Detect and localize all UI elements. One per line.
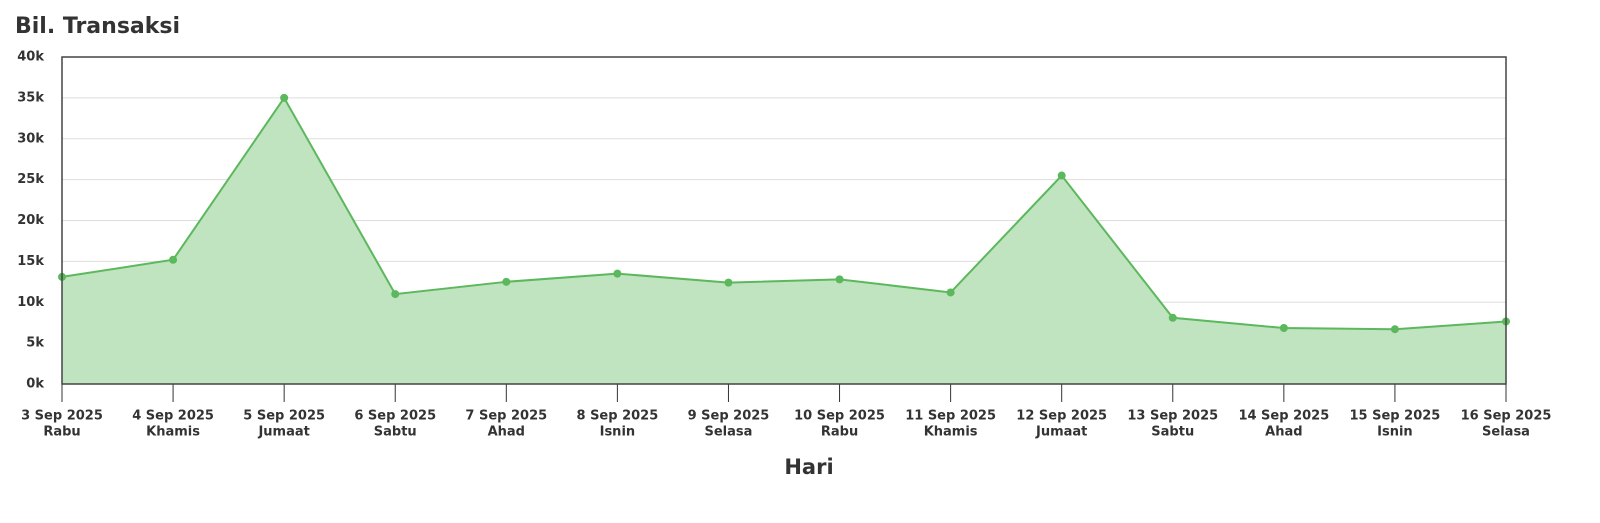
y-tick-label: 0k — [26, 377, 44, 392]
y-tick-label: 25k — [17, 172, 44, 187]
x-tick-sublabel: Isnin — [1377, 425, 1413, 440]
point — [613, 269, 622, 278]
x-tick-sublabel: Khamis — [146, 425, 200, 440]
x-tick-sublabel: Jumaat — [1035, 425, 1087, 440]
x-tick-label: 13 Sep 2025 — [1127, 409, 1218, 424]
point — [1057, 171, 1066, 180]
point — [502, 277, 511, 286]
x-tick-label: 14 Sep 2025 — [1238, 409, 1329, 424]
point — [1390, 325, 1399, 334]
y-tick-label: 5k — [26, 336, 44, 351]
x-tick-sublabel: Jumaat — [257, 425, 309, 440]
y-tick-label: 35k — [17, 90, 44, 105]
x-tick-label: 5 Sep 2025 — [243, 409, 325, 424]
point — [835, 275, 844, 284]
y-tick-label: 20k — [17, 213, 44, 228]
x-tick-label: 3 Sep 2025 — [21, 409, 103, 424]
point — [724, 278, 733, 287]
x-tick-sublabel: Ahad — [1265, 425, 1302, 440]
x-tick-label: 9 Sep 2025 — [688, 409, 770, 424]
x-tick-label: 8 Sep 2025 — [577, 409, 659, 424]
x-tick-sublabel: Sabtu — [374, 425, 417, 440]
point — [1279, 324, 1288, 333]
x-tick-label: 6 Sep 2025 — [354, 409, 436, 424]
y-tick-label: 30k — [17, 131, 44, 146]
plot-frame — [61, 56, 1507, 385]
x-tick-sublabel: Selasa — [1482, 425, 1530, 440]
x-tick-sublabel: Ahad — [488, 425, 525, 440]
point — [391, 290, 400, 299]
x-tick-sublabel: Selasa — [705, 425, 753, 440]
x-tick-sublabel: Rabu — [43, 425, 80, 440]
point — [1168, 313, 1177, 322]
x-axis-title: Hari — [784, 455, 833, 479]
area — [62, 97, 1506, 384]
x-tick-label: 15 Sep 2025 — [1350, 409, 1441, 424]
x-tick-label: 4 Sep 2025 — [132, 409, 214, 424]
x-tick-sublabel: Khamis — [924, 425, 978, 440]
point — [946, 288, 955, 297]
y-tick-label: 15k — [17, 254, 44, 269]
line — [61, 95, 1507, 331]
point — [280, 93, 289, 102]
point — [169, 255, 178, 264]
y-tick-label: 10k — [17, 295, 44, 310]
x-tick-label: 11 Sep 2025 — [905, 409, 996, 424]
x-tick-label: 12 Sep 2025 — [1016, 409, 1107, 424]
x-tick-sublabel: Rabu — [821, 425, 858, 440]
chart-title: Bil. Transaksi — [15, 14, 180, 39]
x-tick-sublabel: Isnin — [600, 425, 636, 440]
x-tick-label: 16 Sep 2025 — [1461, 409, 1552, 424]
x-tick-sublabel: Sabtu — [1151, 425, 1194, 440]
x-tick-label: 10 Sep 2025 — [794, 409, 885, 424]
x-tick-label: 7 Sep 2025 — [465, 409, 547, 424]
y-tick-label: 40k — [17, 50, 44, 65]
